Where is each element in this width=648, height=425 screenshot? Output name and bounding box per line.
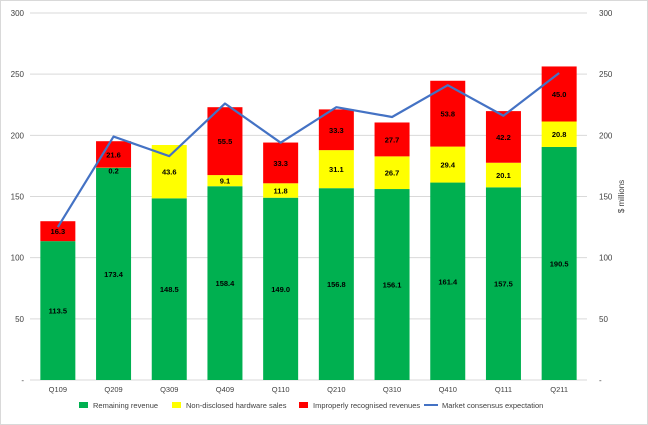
y-tick-label-left: 100 xyxy=(11,254,25,263)
bar-segment xyxy=(374,189,410,380)
y-axis-title: $ millions xyxy=(617,180,626,213)
bar-segment xyxy=(318,188,354,380)
data-label: 156.1 xyxy=(383,281,402,290)
y-tick-label-right: 250 xyxy=(599,70,613,79)
y-tick-label-right: 100 xyxy=(599,254,613,263)
data-label: 190.5 xyxy=(550,259,569,268)
bar-segment xyxy=(374,122,410,157)
y-tick-label-right: 150 xyxy=(599,193,613,202)
x-tick-label: Q111 xyxy=(495,385,512,394)
y-tick-label-right: - xyxy=(599,376,602,385)
data-label: 156.8 xyxy=(327,280,346,289)
data-label: 29.4 xyxy=(440,161,455,170)
x-tick-label: Q410 xyxy=(439,385,457,394)
x-tick-label: Q210 xyxy=(327,385,345,394)
bar-segment xyxy=(430,182,466,380)
bar-segment xyxy=(485,162,521,188)
data-label: 20.8 xyxy=(552,130,567,139)
legend-entry: Improperly recognised revenues xyxy=(313,401,420,410)
bar-segment xyxy=(151,144,187,199)
data-label: 43.6 xyxy=(162,168,177,177)
y-tick-label-right: 300 xyxy=(599,9,613,18)
x-tick-label: Q209 xyxy=(104,385,122,394)
data-label: 55.5 xyxy=(218,137,233,146)
data-label: 0.2 xyxy=(108,167,118,176)
data-label: 21.6 xyxy=(106,150,121,159)
bar-segment xyxy=(96,167,132,380)
bar-segment xyxy=(151,198,187,380)
data-label: 149.0 xyxy=(271,285,290,294)
bar-segment xyxy=(485,111,521,163)
data-label: 42.2 xyxy=(496,133,511,142)
bar-segment xyxy=(263,197,299,380)
data-label: 33.3 xyxy=(329,126,344,135)
bar-segment xyxy=(263,142,299,184)
x-tick-label: Q409 xyxy=(216,385,234,394)
bar-segment xyxy=(263,183,299,198)
legend-swatch xyxy=(299,402,308,408)
data-label: 9.1 xyxy=(220,177,230,186)
consensus-line xyxy=(56,72,560,228)
bar-segment xyxy=(207,186,243,380)
y-tick-label-left: 300 xyxy=(11,9,25,18)
data-label: 161.4 xyxy=(438,277,458,286)
bar-segment xyxy=(374,156,410,190)
data-label: 20.1 xyxy=(496,171,511,180)
data-label: 45.0 xyxy=(552,90,567,99)
bar-segment xyxy=(541,121,577,147)
data-label: 148.5 xyxy=(160,285,179,294)
y-tick-label-left: 200 xyxy=(11,131,25,140)
legend-entry: Remaining revenue xyxy=(93,401,158,410)
data-label: 16.3 xyxy=(51,227,66,236)
bar-segment xyxy=(485,187,521,380)
legend-entry: Non-disclosed hardware sales xyxy=(186,401,287,410)
bar-segment xyxy=(318,150,354,189)
x-tick-label: Q211 xyxy=(550,385,568,394)
data-label: 31.1 xyxy=(329,165,344,174)
y-tick-label-left: 150 xyxy=(11,193,25,202)
y-tick-label-right: 50 xyxy=(599,315,608,324)
data-label: 113.5 xyxy=(49,307,67,316)
data-label: 27.7 xyxy=(385,135,400,144)
y-tick-label-left: - xyxy=(21,376,24,385)
y-tick-label-left: 250 xyxy=(11,70,25,79)
data-label: 173.4 xyxy=(104,270,124,279)
bar-segment xyxy=(318,109,354,151)
bar-segment xyxy=(541,146,577,380)
y-tick-label-right: 200 xyxy=(599,131,613,140)
data-label: 26.7 xyxy=(385,169,400,178)
x-tick-label: Q309 xyxy=(160,385,178,394)
x-tick-label: Q310 xyxy=(383,385,401,394)
bar-segment xyxy=(207,175,243,187)
data-label: 11.8 xyxy=(274,187,288,196)
bar-segment xyxy=(40,221,76,242)
bar-segment xyxy=(541,66,577,122)
bar-segment xyxy=(40,241,76,380)
x-tick-label: Q110 xyxy=(272,385,290,394)
y-tick-label-left: 50 xyxy=(15,315,24,324)
data-label: 53.8 xyxy=(440,110,455,119)
x-tick-label: Q109 xyxy=(49,385,67,394)
data-label: 33.3 xyxy=(273,159,288,168)
bar-segment xyxy=(430,146,466,183)
legend-entry: Market consensus expectation xyxy=(442,401,543,410)
bar-segment xyxy=(207,107,243,176)
legend-swatch xyxy=(172,402,181,408)
legend-swatch xyxy=(79,402,88,408)
data-label: 157.5 xyxy=(494,280,513,289)
data-label: 158.4 xyxy=(216,279,236,288)
